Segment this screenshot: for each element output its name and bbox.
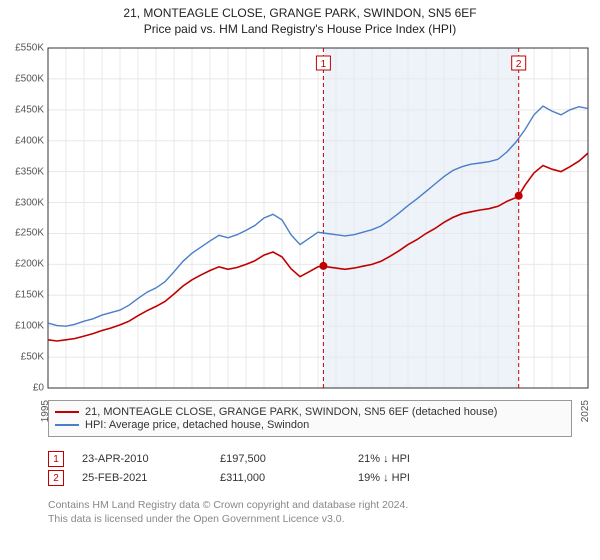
svg-text:2025: 2025 — [580, 400, 591, 423]
legend-swatch — [55, 411, 79, 413]
y-tick-label: £500K — [15, 73, 48, 84]
marker-row: 1 23-APR-2010 £197,500 21% ↓ HPI — [48, 451, 558, 467]
marker-price: £197,500 — [220, 453, 340, 465]
y-tick-label: £450K — [15, 104, 48, 115]
svg-text:1: 1 — [321, 59, 327, 70]
marker-badge: 1 — [48, 451, 64, 467]
markers-table: 1 23-APR-2010 £197,500 21% ↓ HPI 2 25-FE… — [48, 448, 558, 489]
y-tick-label: £300K — [15, 197, 48, 208]
legend-row-hpi: HPI: Average price, detached house, Swin… — [55, 419, 565, 431]
legend-label: HPI: Average price, detached house, Swin… — [85, 419, 309, 431]
footer: Contains HM Land Registry data © Crown c… — [48, 498, 568, 526]
y-tick-label: £400K — [15, 135, 48, 146]
marker-delta: 21% ↓ HPI — [358, 453, 478, 465]
y-tick-label: £100K — [15, 321, 48, 332]
titles: 21, MONTEAGLE CLOSE, GRANGE PARK, SWINDO… — [0, 0, 600, 36]
y-tick-label: £250K — [15, 228, 48, 239]
y-tick-label: £0 — [33, 383, 48, 394]
legend-swatch — [55, 424, 79, 426]
legend-row-price-paid: 21, MONTEAGLE CLOSE, GRANGE PARK, SWINDO… — [55, 406, 565, 418]
marker-badge: 2 — [48, 470, 64, 486]
marker-delta: 19% ↓ HPI — [358, 472, 478, 484]
marker-price: £311,000 — [220, 472, 340, 484]
legend-box: 21, MONTEAGLE CLOSE, GRANGE PARK, SWINDO… — [48, 400, 572, 437]
plot-area: 1995199619971998199920002001200220032004… — [48, 48, 588, 388]
y-tick-label: £50K — [21, 352, 48, 363]
y-tick-label: £200K — [15, 259, 48, 270]
footer-line: Contains HM Land Registry data © Crown c… — [48, 498, 568, 512]
title-sub: Price paid vs. HM Land Registry's House … — [0, 22, 600, 36]
title-main: 21, MONTEAGLE CLOSE, GRANGE PARK, SWINDO… — [0, 6, 600, 20]
footer-line: This data is licensed under the Open Gov… — [48, 512, 568, 526]
svg-text:2: 2 — [516, 59, 522, 70]
marker-date: 23-APR-2010 — [82, 453, 202, 465]
y-tick-label: £550K — [15, 43, 48, 54]
marker-row: 2 25-FEB-2021 £311,000 19% ↓ HPI — [48, 470, 558, 486]
y-tick-label: £150K — [15, 290, 48, 301]
marker-date: 25-FEB-2021 — [82, 472, 202, 484]
y-tick-label: £350K — [15, 166, 48, 177]
chart-container: 21, MONTEAGLE CLOSE, GRANGE PARK, SWINDO… — [0, 0, 600, 560]
plot-svg: 1995199619971998199920002001200220032004… — [48, 48, 588, 388]
legend-label: 21, MONTEAGLE CLOSE, GRANGE PARK, SWINDO… — [85, 406, 497, 418]
